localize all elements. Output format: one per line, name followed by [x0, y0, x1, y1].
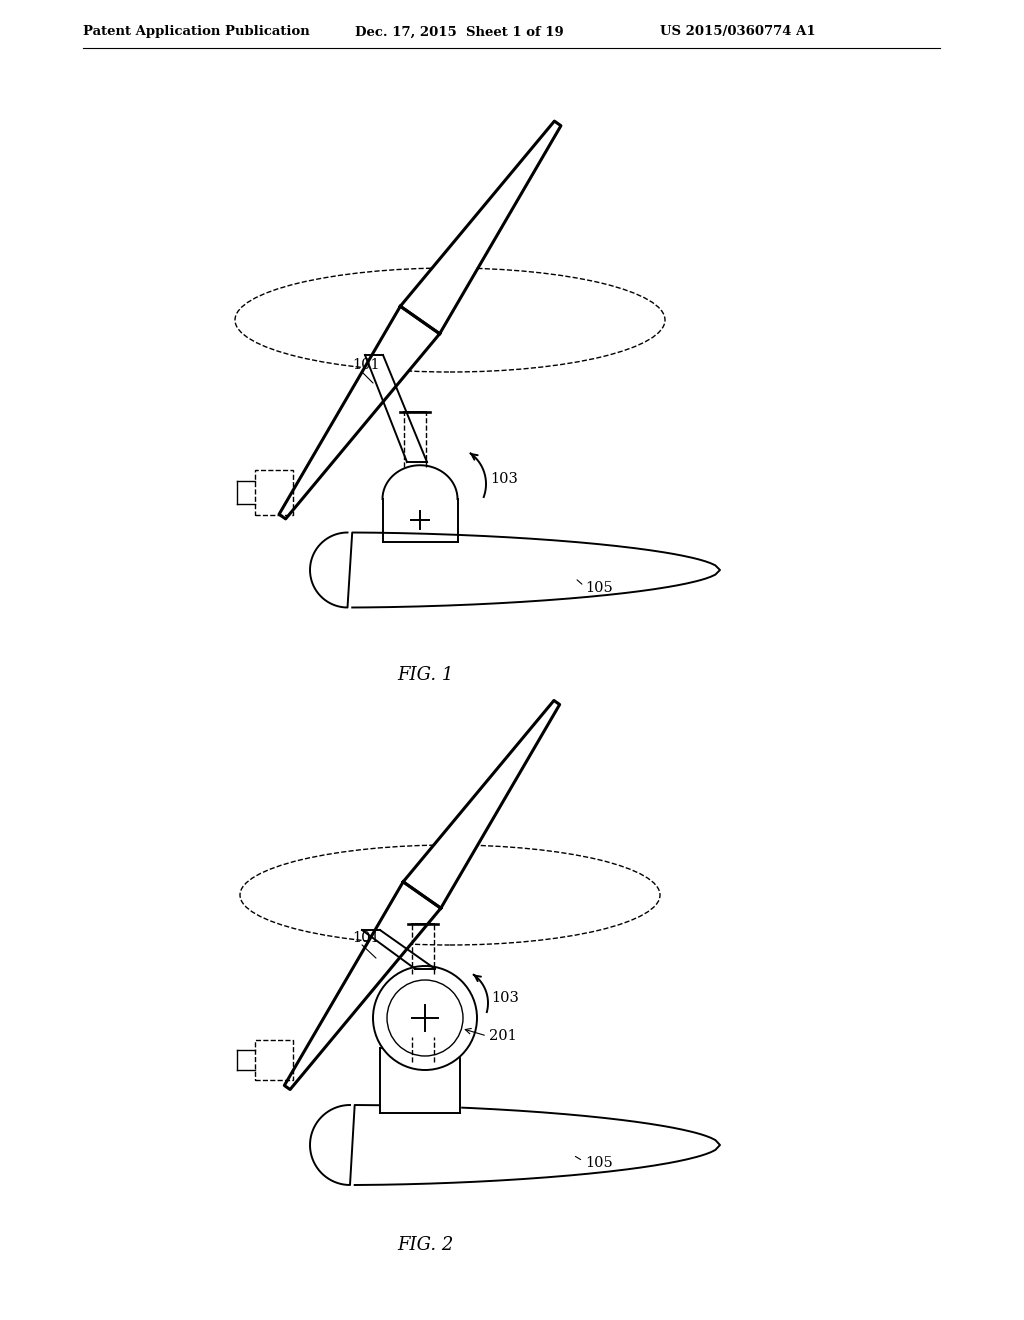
Text: 103: 103	[490, 991, 519, 1005]
Text: FIG. 2: FIG. 2	[397, 1236, 454, 1254]
Text: FIG. 1: FIG. 1	[397, 667, 454, 684]
Text: US 2015/0360774 A1: US 2015/0360774 A1	[660, 25, 816, 38]
Text: 105: 105	[585, 581, 612, 595]
Text: Patent Application Publication: Patent Application Publication	[83, 25, 309, 38]
Polygon shape	[310, 1105, 720, 1185]
Text: 101: 101	[352, 358, 380, 372]
Text: Dec. 17, 2015  Sheet 1 of 19: Dec. 17, 2015 Sheet 1 of 19	[355, 25, 564, 38]
Polygon shape	[383, 465, 458, 499]
Polygon shape	[280, 306, 439, 519]
Polygon shape	[380, 1048, 460, 1113]
Text: 101: 101	[352, 931, 380, 945]
Text: 103: 103	[490, 473, 518, 486]
Polygon shape	[310, 532, 720, 607]
Text: 201: 201	[489, 1030, 517, 1043]
Circle shape	[373, 966, 477, 1071]
Polygon shape	[403, 701, 560, 908]
Bar	[255, 1040, 293, 1080]
Polygon shape	[400, 121, 561, 334]
Text: 105: 105	[585, 1156, 612, 1170]
Bar	[255, 470, 293, 515]
Polygon shape	[285, 882, 441, 1089]
